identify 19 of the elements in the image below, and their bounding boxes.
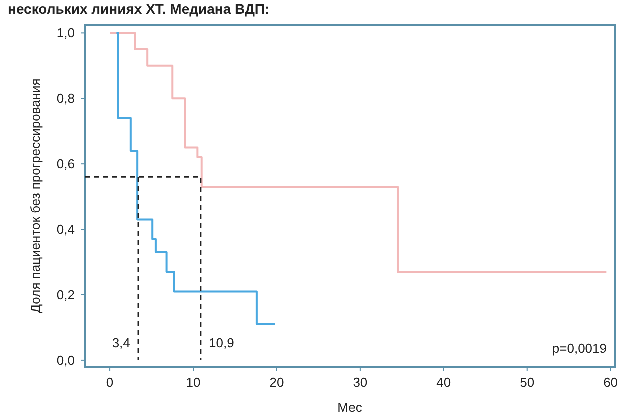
x-tick-label: 40	[436, 375, 452, 390]
annotation: p=0,0019	[552, 341, 607, 356]
x-tick-label: 10	[186, 375, 201, 390]
y-tick-label: 0,2	[56, 288, 75, 303]
annotation: 10,9	[209, 335, 234, 350]
y-tick-label: 0,4	[56, 222, 75, 238]
x-tick-label: 0	[106, 375, 114, 390]
x-axis-title: Мес	[338, 400, 363, 415]
y-tick-label: 0,0	[56, 353, 75, 368]
y-tick-label: 0,6	[56, 156, 75, 172]
x-tick-label: 30	[353, 375, 368, 390]
y-axis-title: Доля пациенток без прогрессирования	[28, 78, 43, 314]
annotation: 3,4	[112, 335, 130, 350]
x-tick-label: 20	[270, 375, 284, 390]
x-tick-label: 60	[604, 375, 618, 390]
x-tick-label: 50	[520, 375, 535, 390]
chart-title: нескольких линиях ХТ. Медиана ВДП:	[8, 1, 270, 17]
y-tick-label: 0,8	[56, 91, 75, 106]
y-tick-label: 1,0	[56, 26, 75, 41]
